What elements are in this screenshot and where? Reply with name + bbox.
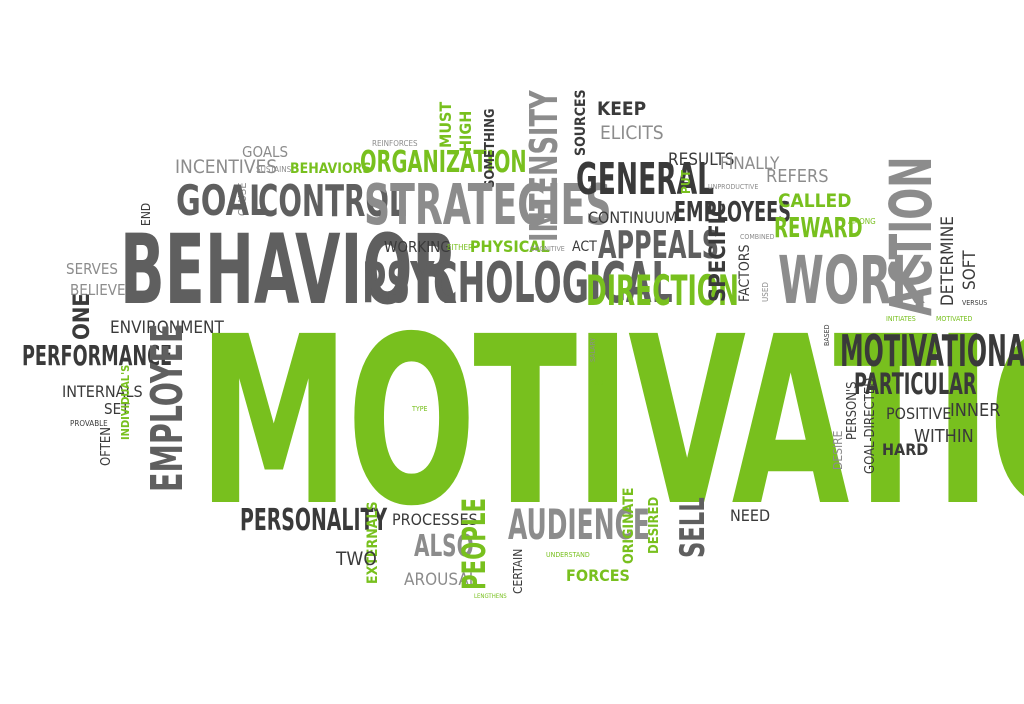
word-persons: PERSON'S	[845, 381, 860, 440]
word-sustains: SUSTAINS	[256, 165, 292, 174]
word-refers: REFERS	[766, 166, 829, 187]
word-habit: HABIT	[590, 379, 610, 387]
word-working: WORKING	[384, 238, 451, 256]
word-organization: ORGANIZATION	[360, 145, 527, 180]
word-employees: EMPLOYEES	[674, 195, 791, 228]
word-act: ACT	[572, 239, 597, 255]
word-soft: SOFT	[960, 250, 980, 290]
word-lengthens: LENGTHENS	[474, 593, 507, 600]
word-versus: VERSUS	[962, 299, 988, 307]
word-specific: SPECIFIC	[706, 202, 731, 302]
word-one: ONE	[70, 293, 95, 340]
word-continuum: CONTINUUM	[588, 208, 678, 227]
word-appeals: APPEALS	[598, 223, 719, 267]
word-goal: GOAL	[176, 176, 269, 225]
word-general: GENERAL	[576, 154, 715, 205]
word-keep: KEEP	[597, 98, 647, 120]
word-sell: SELL	[673, 497, 713, 558]
word-cognitive: COGNITIVE	[530, 245, 565, 253]
word-put: PUT	[679, 169, 693, 194]
word-results: RESULTS	[668, 150, 735, 170]
word-direction: DIRECTION	[586, 266, 739, 315]
word-finally: FINALLY	[720, 154, 780, 174]
word-processes: PROCESSES	[392, 510, 478, 529]
word-often: OFTEN	[99, 427, 114, 466]
word-elicits: ELICITS	[600, 122, 664, 144]
word-incentives: INCENTIVES	[175, 156, 278, 178]
word-particular: PARTICULAR	[854, 367, 977, 401]
word-physical: PHYSICAL	[470, 237, 550, 256]
word-unproductive: UNPRODUCTIVE	[708, 183, 759, 191]
word-need: NEED	[730, 506, 771, 525]
word-work: WORK	[778, 242, 924, 319]
word-performance: PERFORMANCE	[22, 339, 173, 372]
word-factors: FACTORS	[737, 244, 753, 302]
word-two: TWO	[336, 548, 377, 570]
word-motivational: MOTIVATIONAL	[840, 326, 1024, 377]
word-desired: DESIRED	[647, 496, 662, 554]
word-control: CONTROL	[258, 176, 407, 227]
word-behavior: BEHAVIOR	[120, 214, 458, 326]
word-action: ACTION	[877, 156, 945, 316]
word-type: TYPE	[412, 405, 428, 413]
word-personality: PERSONALITY	[240, 503, 388, 538]
word-inner: INNER	[950, 400, 1001, 421]
word-also: ALSO	[414, 529, 474, 564]
word-combined: COMBINED	[740, 233, 775, 241]
word-within: WITHIN	[914, 426, 974, 447]
word-motivated: MOTIVATED	[936, 315, 973, 323]
word-high: HIGH	[456, 110, 475, 152]
word-certain: CERTAIN	[511, 548, 525, 594]
word-psychological: PSYCHOLOGICAL	[362, 251, 673, 316]
word-reinforces: REINFORCES	[372, 139, 418, 148]
word-either: EITHER	[447, 243, 474, 252]
word-goals: GOALS	[242, 143, 289, 161]
word-originate: ORIGINATE	[621, 487, 637, 564]
word-goal-directed: GOAL-DIRECTED	[863, 377, 878, 474]
word-initiates: INITIATES	[886, 315, 916, 323]
word-set: SET	[104, 400, 130, 418]
word-externals: EXTERNALS	[365, 501, 381, 584]
word-salary: SALARY	[589, 337, 597, 362]
word-serves: SERVES	[66, 260, 118, 278]
word-employee: EMPLOYEE	[142, 323, 193, 492]
word-sources: SOURCES	[573, 89, 589, 156]
word-based: BASED	[823, 324, 831, 346]
word-forces: FORCES	[566, 566, 630, 585]
word-arousal: AROUSAL	[404, 570, 478, 590]
word-environment: ENVIRONMENT	[110, 318, 224, 338]
word-audience: AUDIENCE	[508, 500, 650, 549]
word-motivation: MOTIVATION	[198, 287, 1024, 557]
word-people: PEOPLE	[455, 497, 493, 590]
word-called: CALLED	[778, 190, 852, 212]
word-positive: POSITIVE	[886, 404, 952, 423]
word-provable: PROVABLE	[70, 419, 108, 428]
word-strategies: STRATEGIES	[364, 173, 612, 238]
word-used: USED	[761, 282, 770, 302]
word-determine: DETERMINE	[938, 216, 958, 306]
word-internals: INTERNALS	[62, 382, 143, 401]
word-desire: DESIRE	[831, 430, 845, 471]
word-understand: UNDERSTAND	[546, 551, 590, 559]
word-among: AMONG	[848, 217, 876, 226]
word-hard: HARD	[882, 440, 929, 459]
word-intensity: INTENSITY	[522, 90, 566, 242]
word-individuals: INDIVIDUAL'S	[119, 364, 132, 440]
word-must: MUST	[436, 101, 455, 148]
word-reward: REWARD	[774, 211, 863, 244]
word-believe: BELIEVE	[70, 281, 126, 299]
word-behaviors: BEHAVIORS	[290, 161, 372, 177]
